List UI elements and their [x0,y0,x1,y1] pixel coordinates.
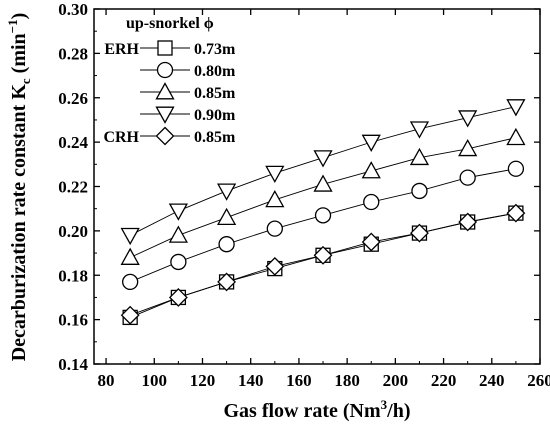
x-axis-title: Gas flow rate (Nm3/h) [223,397,410,422]
data-point-circle [266,220,283,237]
x-tick-label: 180 [334,371,360,390]
legend-entry-label: 0.80m [194,63,236,80]
data-point-circle [459,169,476,186]
x-tick-label: 160 [286,371,312,390]
y-tick-label: 0.28 [58,44,88,63]
x-tick-label: 220 [431,371,457,390]
series-line-0 [129,212,516,318]
legend-marker-triangle-up [155,82,175,100]
data-point-triangle-up [216,207,237,226]
legend-marker-square [157,40,173,56]
data-point-triangle-down [168,203,188,221]
x-tick-label: 80 [98,371,115,390]
y-tick-label: 0.24 [58,133,88,152]
x-tick-label: 100 [142,371,168,390]
y-axis-title: Decarburization rate constant Kc (min−1) [5,13,33,362]
legend-marker-triangle-down [155,106,175,124]
data-point-triangle-up [409,147,430,166]
legend: up-snorkel ϕ ERH 0.73m 0.80m 0.85m 0.90m CRH 0… [103,15,236,146]
y-tick-label: 0.22 [58,178,88,197]
legend-marker-circle [156,61,174,79]
data-point-circle [170,253,187,271]
legend-group-label: ERH [104,41,139,58]
data-point-diamond [168,288,188,307]
legend-entry-label: 0.73m [194,41,236,58]
x-tick-label: 200 [383,371,409,390]
data-point-triangle-down [506,99,526,117]
y-tick-label: 0.16 [58,311,88,330]
data-point-diamond [410,223,429,243]
data-point-diamond [313,245,333,265]
legend-entry-label: 0.85m [194,85,236,102]
data-point-circle [507,160,525,177]
data-point-diamond [217,272,237,292]
data-point-triangle-up [120,247,140,265]
legend-entry-label: 0.90m [194,107,236,124]
x-tick-label: 120 [190,371,216,390]
data-point-triangle-down [458,110,478,128]
data-point-triangle-down [313,150,333,168]
data-point-triangle-up [361,161,381,179]
y-tick-label: 0.30 [58,0,88,19]
data-point-circle [218,236,235,253]
data-point-triangle-down [265,165,285,184]
data-point-triangle-down [216,183,237,201]
data-point-diamond [458,212,478,232]
axis-ticks: 80 100 120 140 160 180 200 220 240 260 0.14 0.16 0.1… [58,0,550,390]
series-markers [120,99,526,326]
data-point-triangle-down [120,227,140,246]
y-tick-label: 0.20 [58,222,88,241]
x-tick-label: 260 [527,371,550,390]
legend-entry-label: 0.85m [194,129,236,146]
data-point-circle [122,273,139,291]
legend-group-label: CRH [103,129,139,146]
legend-title: up-snorkel ϕ [126,15,214,32]
data-point-circle [411,182,428,200]
data-point-triangle-down [361,134,381,152]
x-tick-label: 240 [479,371,505,390]
data-point-diamond [265,256,285,276]
data-point-diamond [120,305,140,325]
data-point-triangle-up [458,138,478,157]
y-tick-label: 0.14 [58,355,88,374]
data-point-triangle-up [265,189,285,208]
data-point-triangle-up [168,225,188,243]
data-point-triangle-up [506,127,526,146]
legend-marker-diamond [155,126,175,146]
y-tick-label: 0.18 [58,266,88,285]
data-point-circle [314,207,332,224]
data-point-circle [363,193,380,211]
data-point-diamond [506,203,526,223]
data-point-triangle-down [409,121,430,139]
x-tick-label: 140 [238,371,264,390]
data-point-triangle-up [313,174,333,192]
data-point-diamond [361,232,381,252]
y-tick-label: 0.26 [58,89,88,108]
